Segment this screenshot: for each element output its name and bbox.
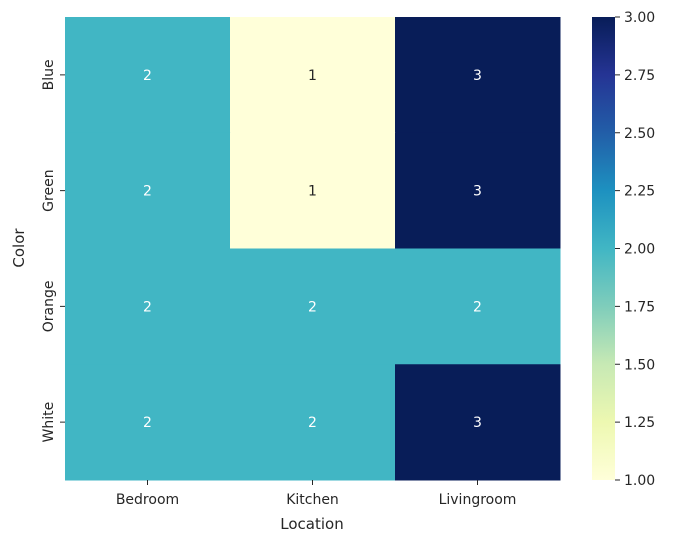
cell-value-label: 1 (308, 184, 317, 200)
heatmap-cell-green-livingroom (395, 132, 561, 249)
colorbar-tick-label: 1.00 (624, 473, 655, 489)
cell-value-label: 1 (308, 68, 317, 84)
heatmap-cell-orange-bedroom (65, 248, 231, 365)
heatmap-cell-white-livingroom (395, 364, 561, 481)
heatmap-cell-blue-kitchen (230, 17, 396, 134)
cell-value-label: 2 (143, 415, 152, 431)
colorbar (592, 17, 615, 480)
x-tick-label: Kitchen (286, 492, 339, 508)
cell-value-label: 2 (143, 184, 152, 200)
heatmap-cell-green-bedroom (65, 132, 231, 249)
colorbar-tick-label: 1.75 (624, 299, 655, 315)
cell-value-label: 2 (308, 299, 317, 315)
y-axis-label: Color (10, 228, 28, 268)
colorbar-tick-label: 2.75 (624, 68, 655, 84)
x-tick-label: Bedroom (116, 492, 179, 508)
cell-value-label: 3 (473, 415, 482, 431)
cell-value-label: 3 (473, 184, 482, 200)
y-tick-label: Green (41, 169, 57, 211)
x-axis-ticks: Bedroom Kitchen Livingroom (116, 480, 517, 508)
colorbar-tick-label: 1.25 (624, 415, 655, 431)
colorbar-ticks: 1.00 1.25 1.50 1.75 2.00 2.25 2.50 2.75 3.00 (615, 10, 655, 489)
colorbar-tick-label: 2.50 (624, 126, 655, 142)
x-axis-label: Location (280, 515, 343, 533)
y-axis-ticks: Blue Green Orange White (41, 59, 65, 442)
cell-value-label: 3 (473, 68, 482, 84)
heatmap-cell-blue-bedroom (65, 17, 231, 134)
colorbar-tick-label: 3.00 (624, 10, 655, 26)
cell-value-label: 2 (308, 415, 317, 431)
colorbar-tick-label: 2.00 (624, 242, 655, 258)
colorbar-tick-label: 1.50 (624, 357, 655, 373)
heatmap-cell-white-kitchen (230, 364, 396, 481)
heatmap-cell-white-bedroom (65, 364, 231, 481)
y-tick-label: Orange (41, 281, 57, 333)
x-tick-label: Livingroom (439, 492, 517, 508)
cell-value-label: 2 (143, 68, 152, 84)
heatmap-cell-blue-livingroom (395, 17, 561, 134)
heatmap-cells (65, 17, 561, 481)
heatmap-cell-orange-livingroom (395, 248, 561, 365)
y-tick-label: Blue (41, 59, 57, 90)
heatmap-annotations: 2 1 3 2 1 3 2 2 2 2 2 3 (143, 68, 482, 431)
heatmap-cell-green-kitchen (230, 132, 396, 249)
colorbar-tick-label: 2.25 (624, 184, 655, 200)
y-tick-label: White (41, 402, 57, 443)
heatmap-cell-orange-kitchen (230, 248, 396, 365)
cell-value-label: 2 (473, 299, 482, 315)
cell-value-label: 2 (143, 299, 152, 315)
